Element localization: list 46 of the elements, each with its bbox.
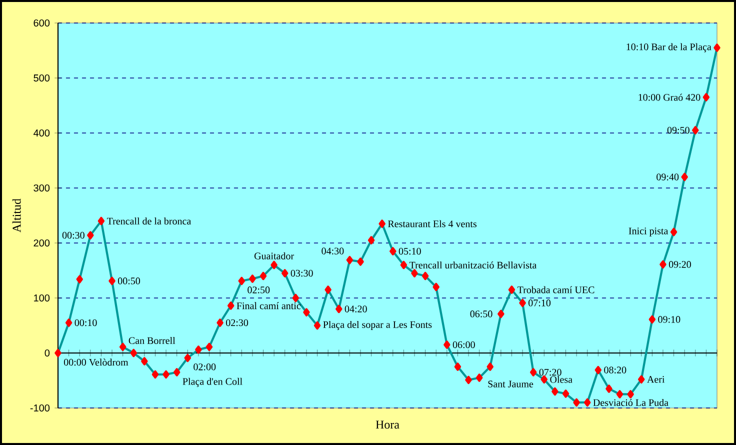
y-tick-label: 0 xyxy=(44,349,50,357)
y-tick-label: 200 xyxy=(34,239,50,247)
annotation: 06:00 xyxy=(452,341,475,348)
annotation: Sant Jaume xyxy=(488,380,534,388)
annotation: 05:10 xyxy=(398,248,421,255)
y-tick-label: 400 xyxy=(34,129,50,137)
annotation: Inici pista xyxy=(628,228,668,236)
y-tick-label: -100 xyxy=(30,404,50,412)
annotation: 00:10 xyxy=(74,319,97,326)
annotation: Restaurant Els 4 vents xyxy=(388,220,476,228)
annotation: 07:10 xyxy=(528,300,551,306)
annotation: 04:20 xyxy=(344,306,367,312)
annotation: Can Borrell xyxy=(128,336,176,344)
annotation: 08:20 xyxy=(604,366,626,374)
annotation: Guaitador xyxy=(254,252,294,260)
annotation: 09:40 xyxy=(656,174,679,180)
y-tick-label: 100 xyxy=(34,294,50,302)
annotation: 00:50 xyxy=(118,278,140,284)
annotation: Olesa xyxy=(550,376,572,383)
y-tick-label: 300 xyxy=(34,184,50,192)
annotation: Trencall urbanització Bellavista xyxy=(409,261,537,269)
annotation: 00:30 xyxy=(62,232,84,239)
annotation: 06:50 xyxy=(470,310,492,318)
annotation: 10:00 Graó 420 xyxy=(638,94,700,101)
annotation: Plaça d'en Coll xyxy=(182,378,242,387)
annotation: 03:30 xyxy=(290,270,313,277)
annotation: Plaça del sopar a Les Fonts xyxy=(323,320,432,330)
annotation: 09:10 xyxy=(658,316,680,323)
annotation: 04:30 xyxy=(322,248,344,254)
annotation: 00:00 Velòdrom xyxy=(64,358,128,366)
annotation: 02:30 xyxy=(226,319,248,326)
x-axis-title: Hora xyxy=(376,420,400,429)
y-tick-label: 600 xyxy=(34,19,50,27)
annotation: 02:50 xyxy=(248,286,270,294)
annotation: Final camí antic xyxy=(236,302,301,310)
annotation: Desviació La Puda xyxy=(593,398,668,406)
annotation: Trencall de la bronca xyxy=(107,217,192,225)
annotation: Trobada camí UEC xyxy=(518,286,594,294)
annotation: 07:20 xyxy=(539,368,562,376)
y-tick-label: 500 xyxy=(34,74,50,82)
annotation: 09:50 xyxy=(667,126,690,134)
annotation: 02:00 xyxy=(194,364,216,370)
annotation: 09:20 xyxy=(668,261,691,268)
annotation: Aeri xyxy=(647,376,665,383)
y-axis-title: Altitud xyxy=(12,198,21,232)
annotation: 10:10 Bar de la Plaça xyxy=(626,43,712,52)
